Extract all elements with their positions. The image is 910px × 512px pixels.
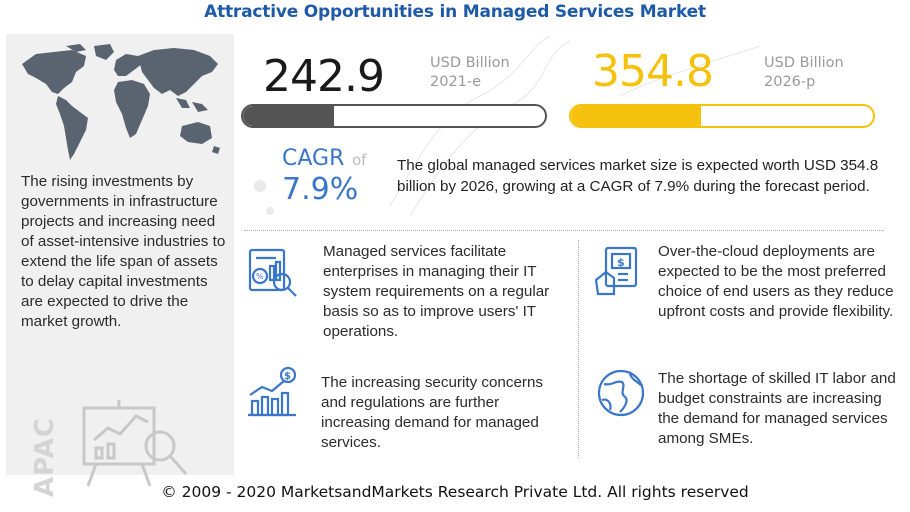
svg-text:$: $: [617, 256, 625, 269]
left-panel: The rising investments by governments in…: [6, 34, 234, 497]
point-security-concerns: The increasing security concerns and reg…: [321, 374, 544, 451]
vertical-divider: [578, 240, 579, 458]
point-cloud-deployments: Over-the-cloud deployments are expected …: [658, 243, 894, 320]
globe-icon: [597, 369, 645, 417]
copyright-footer: © 2009 - 2020 MarketsandMarkets Research…: [161, 483, 749, 501]
dollar-growth-chart-icon: $: [248, 366, 297, 417]
metric-value-2026: 354.8: [592, 46, 714, 97]
cagr-value: 7.9%: [282, 172, 359, 207]
presentation-board-icon: [82, 400, 188, 487]
progress-fill-2026: [571, 106, 701, 126]
metric-unit-2026: USD Billion 2026-p: [764, 55, 844, 90]
point-skilled-labor-shortage: The shortage of skilled IT labor and bud…: [658, 370, 896, 447]
svg-text:%: %: [256, 272, 264, 281]
cagr-label: CAGR: [282, 146, 345, 171]
horizontal-divider: [244, 230, 884, 231]
svg-text:$: $: [284, 371, 291, 382]
metric-value-2021: 242.9: [263, 51, 385, 102]
progress-fill-2021: [243, 106, 334, 126]
analytics-report-icon: %: [248, 248, 297, 297]
cagr-description: The global managed services market size …: [397, 157, 879, 195]
metric-unit-2021: USD Billion 2021-e: [430, 55, 510, 90]
cagr-of: of: [352, 151, 367, 169]
point-managed-services: Managed services facilitate enterprises …: [323, 243, 550, 340]
progress-bar-2026: [569, 104, 875, 128]
cloud-payment-icon: $: [594, 246, 638, 296]
page-title: Attractive Opportunities in Managed Serv…: [204, 2, 706, 22]
progress-bar-2021: [241, 104, 547, 128]
world-map-icon: [22, 44, 220, 160]
left-description: The rising investments by governments in…: [21, 173, 226, 330]
